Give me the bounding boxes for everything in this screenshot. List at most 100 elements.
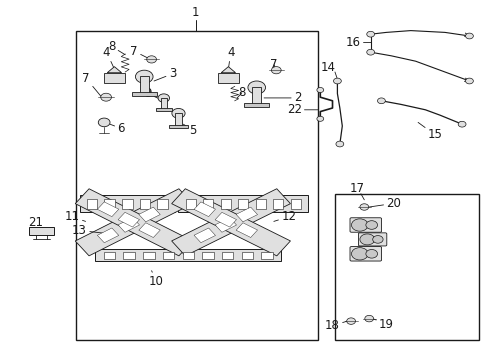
Bar xyxy=(334,194,478,340)
Text: 7: 7 xyxy=(270,58,277,71)
Polygon shape xyxy=(236,207,257,222)
Circle shape xyxy=(271,67,281,74)
Polygon shape xyxy=(215,217,236,232)
Polygon shape xyxy=(221,67,235,73)
Polygon shape xyxy=(75,189,192,256)
Bar xyxy=(178,195,307,212)
Circle shape xyxy=(333,78,341,84)
Circle shape xyxy=(366,49,374,55)
Bar xyxy=(122,199,132,209)
Bar xyxy=(261,252,272,259)
Polygon shape xyxy=(97,228,119,243)
Bar xyxy=(185,199,196,209)
Polygon shape xyxy=(194,228,215,243)
Circle shape xyxy=(101,93,111,101)
Bar xyxy=(182,252,194,259)
Text: 22: 22 xyxy=(286,103,317,116)
Circle shape xyxy=(359,204,368,210)
Text: 20: 20 xyxy=(368,197,400,210)
Circle shape xyxy=(351,248,367,260)
Bar xyxy=(140,199,150,209)
Text: 19: 19 xyxy=(372,318,393,330)
Text: 4: 4 xyxy=(102,46,114,69)
Text: 1: 1 xyxy=(191,6,199,19)
Bar xyxy=(123,252,135,259)
Text: 10: 10 xyxy=(149,271,163,288)
Text: 12: 12 xyxy=(273,210,296,223)
Circle shape xyxy=(359,234,374,245)
Text: 16: 16 xyxy=(345,36,360,49)
Polygon shape xyxy=(171,189,290,256)
Circle shape xyxy=(465,78,472,84)
Circle shape xyxy=(146,56,156,63)
Bar xyxy=(104,73,124,83)
Circle shape xyxy=(372,235,382,243)
Text: 8: 8 xyxy=(237,86,245,99)
Polygon shape xyxy=(171,189,290,256)
Circle shape xyxy=(98,118,110,127)
Bar xyxy=(132,92,156,96)
Circle shape xyxy=(365,221,377,229)
Polygon shape xyxy=(236,223,257,238)
Bar xyxy=(140,76,148,94)
Bar xyxy=(218,73,238,83)
Text: 18: 18 xyxy=(325,319,346,332)
Bar xyxy=(272,199,283,209)
Circle shape xyxy=(158,94,169,102)
Text: 14: 14 xyxy=(321,61,335,74)
Text: 11: 11 xyxy=(64,210,85,223)
Bar xyxy=(76,31,317,340)
Text: 9: 9 xyxy=(144,87,163,101)
Bar xyxy=(169,125,187,128)
Polygon shape xyxy=(97,202,119,217)
Polygon shape xyxy=(139,207,160,222)
Circle shape xyxy=(316,87,323,93)
Bar xyxy=(143,252,154,259)
Bar xyxy=(103,252,115,259)
Text: 13: 13 xyxy=(72,224,117,237)
Bar xyxy=(80,195,175,212)
FancyBboxPatch shape xyxy=(349,247,381,261)
Text: 15: 15 xyxy=(417,122,442,141)
Polygon shape xyxy=(118,212,139,227)
Circle shape xyxy=(346,318,355,324)
FancyBboxPatch shape xyxy=(358,233,386,246)
Bar xyxy=(163,252,174,259)
Bar xyxy=(290,199,300,209)
Circle shape xyxy=(172,108,185,118)
Circle shape xyxy=(335,141,343,147)
Bar xyxy=(220,199,230,209)
Circle shape xyxy=(135,70,153,83)
Bar xyxy=(241,252,253,259)
Bar xyxy=(252,87,261,105)
Polygon shape xyxy=(107,67,122,73)
Bar xyxy=(161,98,166,109)
Polygon shape xyxy=(75,189,192,256)
Bar xyxy=(175,113,182,126)
Bar xyxy=(238,199,248,209)
Circle shape xyxy=(351,219,367,231)
Bar xyxy=(255,199,265,209)
Circle shape xyxy=(247,81,265,94)
Text: 4: 4 xyxy=(226,46,234,69)
Circle shape xyxy=(366,31,374,37)
Bar xyxy=(104,199,115,209)
Bar xyxy=(244,103,268,107)
Circle shape xyxy=(364,315,373,322)
Bar xyxy=(203,199,213,209)
Polygon shape xyxy=(194,202,215,217)
Circle shape xyxy=(365,249,377,258)
Text: 5: 5 xyxy=(183,124,196,137)
Text: 2: 2 xyxy=(264,91,301,104)
Bar xyxy=(157,199,168,209)
Bar xyxy=(86,199,97,209)
Bar xyxy=(95,249,281,261)
Bar xyxy=(202,252,213,259)
Bar xyxy=(156,108,171,111)
FancyBboxPatch shape xyxy=(349,218,381,232)
Circle shape xyxy=(316,116,323,121)
Bar xyxy=(222,252,233,259)
Text: 21: 21 xyxy=(28,216,42,229)
Text: 7: 7 xyxy=(130,45,149,59)
Bar xyxy=(29,227,54,235)
